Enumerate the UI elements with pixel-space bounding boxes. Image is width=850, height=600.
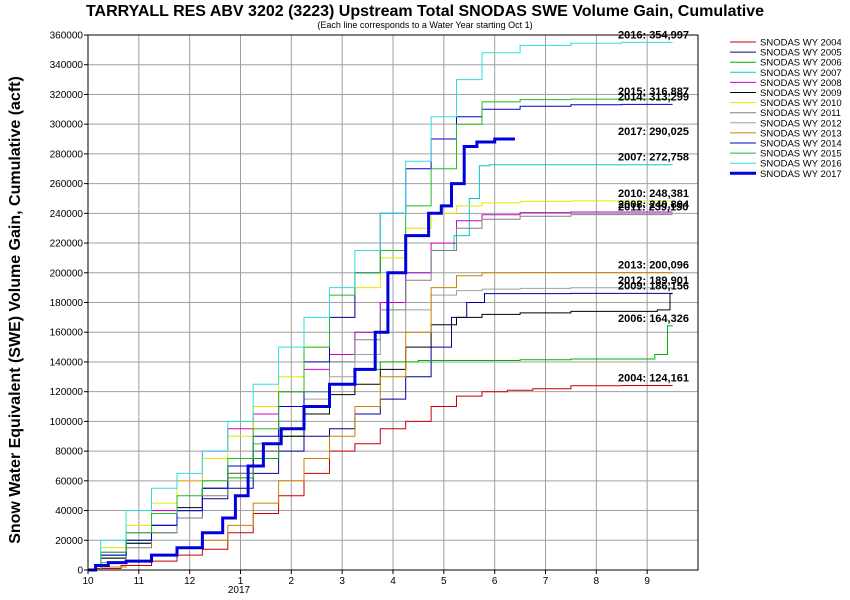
x-tick-label: 9 (644, 576, 650, 587)
legend-entry: SNODAS WY 2016 (760, 159, 842, 170)
series-end-label: 2006: 164,326 (618, 313, 689, 325)
series-end-label: 2010: 248,381 (618, 188, 689, 200)
series-end-label: 2015: 316,887 (618, 86, 689, 98)
y-tick-label: 180000 (50, 298, 84, 309)
x-tick-label: 8 (594, 576, 600, 587)
legend-entry: SNODAS WY 2005 (760, 48, 842, 59)
x-tick-label: 10 (82, 576, 94, 587)
series-end-label: 2013: 200,096 (618, 260, 689, 272)
y-tick-label: 0 (77, 566, 83, 577)
series-line-snodas-wy-2014 (88, 103, 673, 571)
x-tick-label: 5 (441, 576, 447, 587)
legend-entry: SNODAS WY 2010 (760, 98, 842, 109)
x-tick-label: 11 (134, 576, 145, 587)
series-end-label: 2014: 313,299 (618, 91, 689, 103)
series-end-label: 2012: 189,901 (618, 275, 689, 287)
x-tick-label: 12 (184, 576, 196, 587)
y-tick-label: 240000 (50, 209, 84, 220)
y-tick-label: 360000 (50, 31, 84, 42)
series-end-label: 2008: 240,894 (618, 199, 690, 211)
series-end-label: 2007: 272,758 (618, 152, 689, 164)
y-tick-label: 320000 (50, 90, 84, 101)
series-end-label: 2009: 186,156 (618, 280, 689, 292)
legend-entry: SNODAS WY 2006 (760, 58, 842, 69)
y-tick-label: 120000 (50, 387, 84, 398)
y-tick-label: 280000 (50, 149, 84, 160)
y-axis-label: Snow Water Equivalent (SWE) Volume Gain,… (7, 76, 24, 544)
plot-area-frame (87, 34, 699, 571)
legend-entry: SNODAS WY 2008 (760, 78, 842, 89)
legend-entry: SNODAS WY 2015 (760, 149, 842, 160)
y-tick-label: 160000 (50, 328, 84, 339)
y-tick-label: 40000 (55, 506, 83, 517)
series-line-snodas-wy-2017 (88, 137, 515, 572)
legend-entry: SNODAS WY 2007 (760, 68, 842, 79)
series-lines (88, 41, 673, 572)
y-tick-labels: 0 20000 40000 60000 80000 100000 120000 140000 1… (50, 31, 88, 577)
legend-entry: SNODAS WY 2017 (760, 169, 842, 180)
chart-title: TARRYALL RES ABV 3202 (3223) Upstream To… (86, 3, 764, 20)
end-labels: 2004: 124,161 2009: 186,156 2006: 164,326 2… (618, 29, 690, 384)
x-tick-label: 3 (339, 576, 345, 587)
y-tick-label: 200000 (50, 268, 84, 279)
y-tick-label: 300000 (50, 120, 84, 131)
y-tick-label: 80000 (55, 447, 83, 458)
series-line-snodas-wy-2004 (88, 385, 673, 571)
series-end-label: 2017: 290,025 (618, 126, 689, 138)
y-tick-label: 340000 (50, 60, 84, 71)
chart-subtitle: (Each line corresponds to a Water Year s… (317, 20, 532, 30)
legend-entry: SNODAS WY 2014 (760, 139, 842, 150)
x-tick-label: 7 (543, 576, 549, 587)
x-year-label: 2017 (228, 585, 251, 596)
x-tick-labels: 10 11 12 1 2 3 4 5 6 7 8 9 (82, 570, 650, 587)
series-line-snodas-wy-2015 (88, 98, 673, 571)
y-tick-label: 140000 (50, 357, 84, 368)
x-tick-label: 2 (289, 576, 295, 587)
legend-entry: SNODAS WY 2013 (760, 128, 842, 139)
y-tick-label: 20000 (55, 536, 83, 547)
legend-entry: SNODAS WY 2011 (760, 108, 841, 119)
y-tick-label: 260000 (50, 179, 84, 190)
series-line-snodas-wy-2016 (88, 41, 673, 571)
x-tick-label: 6 (492, 576, 498, 587)
legend-entry: SNODAS WY 2012 (760, 118, 842, 129)
series-end-label: 2004: 124,161 (618, 373, 689, 385)
x-tick-label: 4 (390, 576, 396, 587)
series-end-label: 2011: 239,150 (618, 202, 688, 214)
legend-entry: SNODAS WY 2004 (760, 38, 842, 49)
legend-entry: SNODAS WY 2009 (760, 88, 842, 99)
x-tick-label: 1 (238, 576, 244, 587)
y-tick-label: 100000 (50, 417, 84, 428)
y-tick-label: 60000 (55, 476, 83, 487)
y-tick-label: 220000 (50, 239, 84, 250)
